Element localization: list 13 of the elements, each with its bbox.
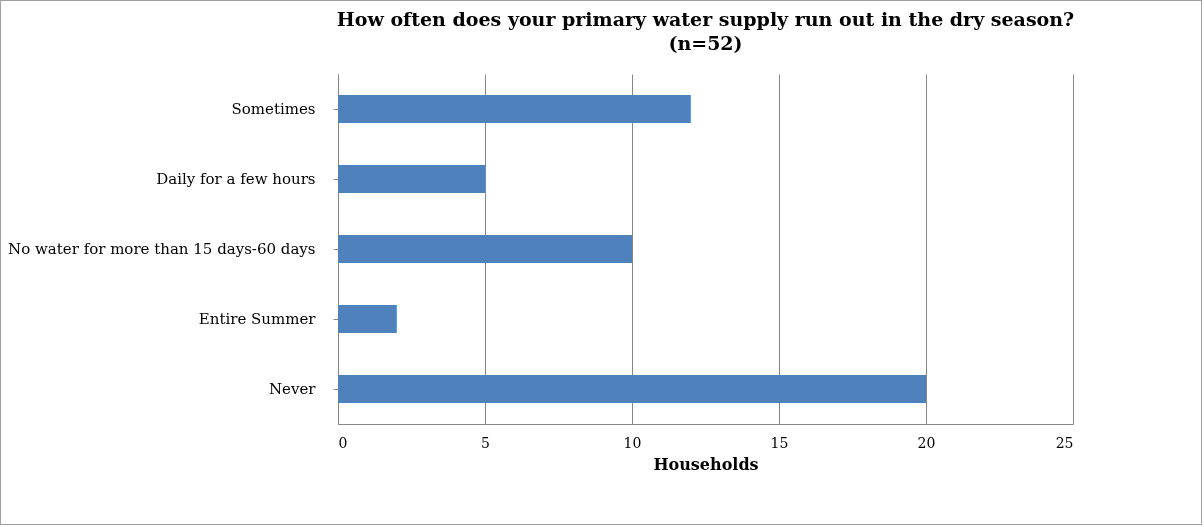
x-tick-label: 25: [1055, 434, 1074, 451]
x-tick-label: 15: [770, 434, 789, 451]
x-axis-title: Households: [653, 454, 759, 474]
chart-title: How often does your primary water supply run out in the dry season? (n=52): [336, 8, 1075, 54]
y-tick-label: Never: [268, 380, 317, 398]
x-tick-label: 0: [338, 434, 348, 451]
x-tick-label: 5: [481, 434, 490, 451]
x-tick-label: 10: [623, 434, 642, 451]
y-tick-label: Daily for a few hours: [156, 170, 316, 188]
x-tick-label: 20: [917, 434, 936, 451]
y-tick-label: Sometimes: [231, 100, 316, 118]
y-tick-label: No water for more than 15 days-60 days: [8, 240, 316, 258]
y-tick-label: Entire Summer: [198, 310, 317, 328]
